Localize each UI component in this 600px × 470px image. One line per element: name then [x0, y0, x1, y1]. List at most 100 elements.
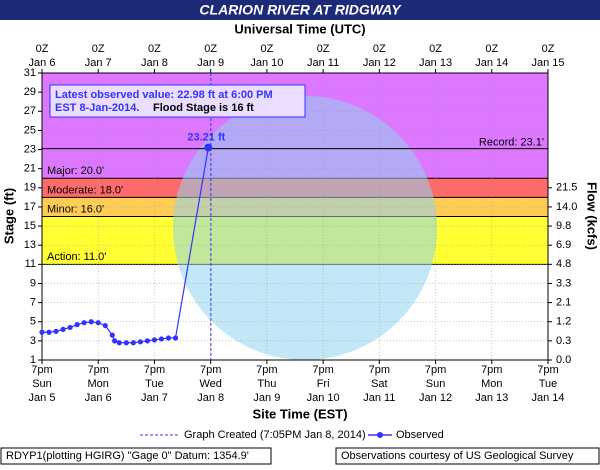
- x-tick-label: 7pm: [256, 364, 277, 376]
- record-label: Record: 23.1': [479, 136, 544, 148]
- legend-label: Observed: [396, 429, 444, 441]
- x2-tick-date: Jan 15: [531, 57, 564, 69]
- x-tick-date: Jan 12: [419, 392, 452, 404]
- y-tick-label: 5: [30, 316, 36, 328]
- y-tick-label: 13: [24, 239, 36, 251]
- data-point: [109, 332, 115, 338]
- x2-tick-date: Jan 7: [85, 57, 112, 69]
- x2-tick-label: 0Z: [485, 43, 498, 55]
- legend-label: Graph Created (7:05PM Jan 8, 2014): [184, 429, 366, 441]
- footer-box: [0, 447, 272, 465]
- x2-tick-label: 0Z: [260, 43, 273, 55]
- x-tick-label: 7pm: [369, 364, 390, 376]
- y2-tick-label: 9.8: [556, 220, 571, 232]
- series-line: [42, 147, 209, 344]
- x2-tick-label: 0Z: [148, 43, 161, 55]
- x-tick-label: 7pm: [425, 364, 446, 376]
- data-point: [95, 320, 101, 326]
- x2-tick-date: Jan 13: [419, 57, 452, 69]
- data-point: [102, 322, 108, 329]
- x-tick-date: Jan 8: [197, 392, 224, 404]
- x-tick-date: Jan 14: [531, 392, 564, 404]
- x-tick-day: Sat: [371, 378, 388, 390]
- plot-frame: [41, 72, 549, 361]
- x-tick-day: Sun: [32, 378, 52, 390]
- y-tick-label: 31: [24, 67, 36, 79]
- x2-tick-date: Jan 6: [29, 57, 56, 69]
- y2-tick-label: 4.8: [556, 258, 571, 270]
- data-point: [158, 336, 165, 342]
- footer-right: Observations courtesy of US Geological S…: [341, 450, 574, 462]
- y2-tick-label: 0.0: [556, 354, 571, 366]
- footer-box: [335, 447, 600, 465]
- x2-axis-title: Universal Time (UTC): [234, 21, 365, 36]
- x2-tick-date: Jan 14: [475, 57, 508, 69]
- x-tick-label: 7pm: [537, 364, 558, 376]
- x-tick-date: Jan 13: [475, 392, 508, 404]
- x-tick-date: Jan 6: [85, 392, 112, 404]
- y-tick-label: 29: [24, 86, 36, 98]
- x2-tick-date: Jan 9: [197, 57, 224, 69]
- x2-tick-label: 0Z: [542, 43, 555, 55]
- stage-label: Moderate: 18.0': [47, 184, 123, 196]
- x-tick-day: Thu: [257, 378, 276, 390]
- x-tick-label: 7pm: [31, 364, 52, 376]
- data-point: [130, 340, 136, 346]
- data-point: [60, 326, 66, 332]
- footer-left: RDYP1(plotting HGIRG) "Gage 0" Datum: 13…: [6, 450, 249, 462]
- data-point: [81, 320, 87, 326]
- data-point: [151, 337, 158, 343]
- annotation-line: Flood Stage is 16 ft: [153, 102, 254, 114]
- stage-label: Action: 11.0': [47, 251, 106, 263]
- x-tick-label: 7pm: [88, 364, 109, 376]
- x2-tick-date: Jan 12: [363, 57, 396, 69]
- x-tick-date: Jan 10: [307, 392, 340, 404]
- y2-tick-label: 1.2: [556, 316, 571, 328]
- x-tick-label: 7pm: [144, 364, 165, 376]
- annotation-box: [49, 84, 306, 118]
- x-tick-date: Jan 11: [363, 392, 395, 404]
- data-point: [74, 322, 80, 328]
- x-tick-day: Sun: [426, 378, 446, 390]
- x2-tick-label: 0Z: [204, 43, 217, 55]
- y-tick-label: 17: [24, 201, 36, 213]
- data-point: [165, 335, 172, 341]
- y-tick-label: 23: [24, 143, 36, 155]
- y-axis-title: Stage (ft): [1, 188, 16, 244]
- x-tick-day: Tue: [539, 378, 558, 390]
- data-point: [39, 329, 45, 335]
- data-point: [137, 339, 143, 345]
- title-bar: [0, 0, 600, 20]
- y-tick-label: 27: [24, 105, 36, 117]
- x2-tick-label: 0Z: [92, 43, 105, 55]
- y2-tick-label: 2.1: [556, 297, 571, 309]
- data-point: [46, 329, 52, 335]
- watermark: [173, 96, 437, 360]
- x-tick-label: 7pm: [200, 364, 221, 376]
- y2-tick-label: 0.3: [556, 335, 571, 347]
- y2-tick-label: 3.3: [556, 277, 571, 289]
- x-axis-title: Site Time (EST): [252, 406, 347, 421]
- plot: Action: 11.0' Minor: 16.0' Moderate: 18.0'…: [24, 43, 578, 404]
- annotation-line: EST 8-Jan-2014.: [55, 102, 139, 114]
- x2-tick-label: 0Z: [36, 43, 49, 55]
- y2-tick-label: 21.5: [556, 182, 577, 194]
- x-tick-day: Wed: [199, 378, 221, 390]
- x2-tick-date: Jan 11: [307, 57, 339, 69]
- x-tick-day: Mon: [88, 378, 109, 390]
- data-point: [116, 340, 122, 346]
- y-tick-label: 25: [24, 124, 36, 136]
- data-point: [123, 340, 129, 346]
- x-tick-label: 7pm: [481, 364, 502, 376]
- data-point: [67, 324, 73, 331]
- annotation-line: Latest observed value: 22.98 ft at 6:00 …: [55, 89, 273, 101]
- stage-label: Major: 20.0': [47, 165, 104, 177]
- x-tick-day: Fri: [317, 378, 330, 390]
- y-tick-label: 3: [30, 335, 36, 347]
- x-tick-day: Mon: [481, 378, 502, 390]
- data-point: [144, 338, 151, 344]
- data-point: [88, 319, 94, 325]
- y-tick-label: 1: [30, 354, 36, 366]
